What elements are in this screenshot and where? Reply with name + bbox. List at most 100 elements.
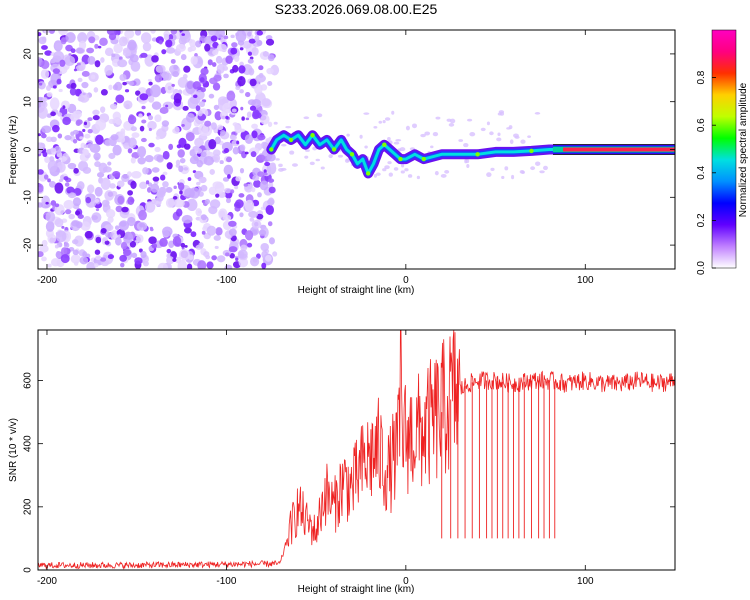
- noise-speckle: [222, 65, 229, 71]
- noise-speckle: [141, 119, 147, 124]
- noise-speckle: [230, 34, 235, 39]
- noise-speckle: [134, 30, 142, 36]
- noise-speckle: [320, 166, 325, 170]
- noise-speckle: [192, 81, 202, 90]
- noise-speckle: [208, 139, 217, 150]
- noise-speckle: [527, 135, 531, 138]
- noise-speckle: [183, 167, 189, 171]
- noise-speckle: [80, 221, 91, 231]
- noise-speckle: [119, 136, 126, 143]
- noise-speckle: [147, 78, 152, 82]
- signal-point: [475, 152, 480, 157]
- noise-speckle: [212, 82, 221, 91]
- noise-speckle: [97, 45, 102, 49]
- noise-speckle: [76, 181, 85, 190]
- noise-speckle: [434, 170, 439, 176]
- noise-speckle: [251, 47, 259, 56]
- y-tick-label: 0: [23, 146, 34, 152]
- y-tick-label: 10: [23, 96, 34, 108]
- snr-frame: [37, 329, 676, 571]
- noise-speckle: [172, 71, 180, 78]
- noise-speckle: [160, 174, 166, 181]
- colorbar-tick-label: 0.6: [696, 118, 707, 132]
- noise-speckle: [82, 128, 86, 133]
- noise-speckle: [234, 185, 239, 190]
- noise-speckle: [198, 101, 206, 108]
- noise-speckle: [93, 263, 99, 268]
- noise-speckle: [195, 40, 202, 48]
- noise-speckle: [92, 109, 100, 116]
- signal-point: [382, 142, 387, 147]
- noise-speckle: [251, 187, 256, 193]
- noise-speckle: [60, 247, 68, 256]
- noise-speckle: [60, 100, 70, 110]
- noise-speckle: [364, 145, 368, 149]
- noise-speckle: [265, 204, 274, 215]
- noise-speckle: [424, 131, 431, 136]
- noise-speckle: [78, 40, 87, 50]
- noise-speckle: [216, 255, 226, 263]
- noise-speckle: [52, 124, 60, 133]
- noise-speckle: [211, 255, 217, 261]
- noise-speckle: [94, 60, 101, 68]
- noise-speckle: [151, 243, 158, 249]
- noise-speckle: [378, 120, 383, 124]
- noise-speckle: [102, 199, 110, 208]
- noise-speckle: [75, 65, 84, 72]
- noise-speckle: [267, 80, 273, 87]
- noise-speckle: [440, 173, 447, 178]
- noise-speckle: [234, 124, 242, 134]
- noise-speckle: [141, 137, 147, 143]
- noise-speckle: [189, 187, 200, 199]
- noise-speckle: [162, 171, 168, 176]
- noise-speckle: [198, 176, 207, 184]
- noise-speckle: [228, 220, 237, 227]
- noise-speckle: [254, 83, 263, 95]
- spectrogram-y-axis: -20 -10 0 10 20: [23, 48, 675, 252]
- x-tick-label: -200: [37, 576, 57, 587]
- noise-speckle: [382, 119, 386, 124]
- noise-speckle: [179, 30, 191, 44]
- signal-point: [349, 152, 355, 157]
- noise-speckle: [200, 151, 207, 158]
- noise-speckle: [210, 122, 217, 130]
- noise-speckle: [42, 97, 48, 102]
- noise-speckle: [224, 264, 233, 269]
- noise-speckle: [175, 208, 183, 217]
- noise-speckle: [249, 105, 257, 111]
- noise-speckle: [161, 49, 167, 55]
- noise-speckle: [108, 152, 116, 160]
- noise-speckle: [316, 113, 323, 118]
- noise-speckle: [448, 123, 455, 127]
- noise-speckle: [172, 236, 182, 247]
- noise-speckle: [183, 143, 191, 150]
- noise-speckle: [489, 131, 494, 136]
- noise-speckle: [43, 30, 50, 34]
- noise-speckle: [162, 150, 170, 160]
- noise-speckle: [78, 92, 90, 103]
- noise-speckle: [92, 115, 100, 121]
- noise-speckle: [239, 144, 246, 152]
- noise-speckle: [196, 181, 201, 186]
- colorbar-label: Normalized spectral amplitude: [738, 82, 749, 217]
- noise-speckle: [81, 70, 90, 77]
- noise-speckle: [411, 123, 418, 129]
- noise-speckle: [244, 134, 254, 145]
- noise-speckle: [195, 208, 202, 217]
- noise-speckle: [156, 193, 164, 202]
- noise-speckle: [229, 252, 235, 259]
- signal-strong-band-core: [562, 147, 675, 152]
- noise-speckle: [236, 140, 240, 145]
- noise-speckle: [155, 65, 165, 73]
- noise-speckle: [195, 89, 205, 100]
- noise-speckle: [67, 190, 71, 194]
- noise-speckle: [249, 78, 257, 87]
- noise-speckle: [213, 156, 219, 161]
- noise-speckle: [206, 261, 214, 269]
- noise-speckle: [70, 48, 76, 54]
- noise-speckle: [267, 197, 275, 206]
- noise-speckle: [258, 65, 264, 71]
- noise-speckle: [194, 137, 204, 148]
- noise-speckle: [239, 61, 244, 67]
- noise-speckle: [148, 142, 155, 148]
